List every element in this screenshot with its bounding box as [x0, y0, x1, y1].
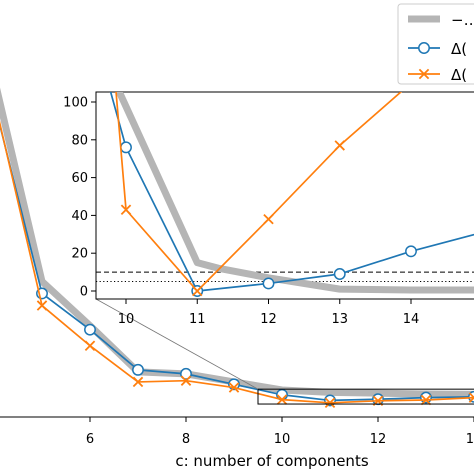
inset-series-2-point-4 — [334, 140, 345, 151]
inset-series-1-point-0 — [103, 78, 113, 88]
inset-series-1-point-4 — [333, 268, 346, 280]
inset-x-tick-label-0: 10 — [118, 312, 135, 327]
main-series-2-point-9 — [420, 394, 432, 406]
legend-label-0: −… — [451, 11, 474, 29]
zoom-rectangle — [257, 388, 474, 405]
legend-label-2: Δ( — [451, 66, 467, 84]
inset-plot: 0 20 40 60 80 100 10 11 12 13 14 — [63, 78, 474, 327]
inset-x-tick-label-2: 12 — [260, 312, 277, 327]
main-series-2-point-6 — [276, 394, 288, 405]
main-series-1-point-2 — [84, 323, 96, 336]
main-series-2-point-5 — [228, 382, 240, 393]
legend-marker-1 — [418, 42, 430, 54]
main-series-2-point-10 — [468, 392, 474, 403]
legend-marker-2 — [418, 68, 430, 80]
inset-series-2-point-2 — [192, 285, 203, 297]
x-tick-label-4: 14 — [466, 432, 474, 447]
inset-x-tick-label-1: 11 — [189, 312, 206, 327]
inset-y-tick-label-2: 40 — [71, 209, 88, 224]
inset-x-tick-label-4: 14 — [403, 312, 420, 327]
x-axis-label: c: number of components — [175, 452, 368, 470]
main-plot: 6 8 10 12 14 — [0, 87, 474, 447]
inset-series-1-point-3 — [262, 277, 275, 290]
main-series-2-point-3 — [132, 376, 144, 388]
inset-series-1-point-5 — [405, 245, 417, 258]
inset-y-tick-label-1: 20 — [71, 247, 88, 262]
main-series-1-point-4 — [180, 367, 192, 380]
main-series-1-point-3 — [132, 363, 144, 376]
inset-y-tick-label-5: 100 — [63, 96, 88, 111]
main-series-2-point-7 — [324, 397, 336, 409]
x-tick-label-1: 8 — [182, 432, 190, 447]
inset-series-2-line — [115, 92, 403, 292]
inset-x-tick-label-3: 13 — [331, 312, 348, 327]
inset-y-tick-label-0: 0 — [80, 285, 88, 300]
inset-series-2-point-1 — [120, 204, 132, 215]
legend-label-1: Δ( — [451, 40, 467, 58]
inset-series-2-markers — [111, 79, 345, 297]
zoom-connector-line — [95, 298, 259, 390]
inset-y-tick-label-4: 80 — [71, 133, 88, 148]
main-series-2-point-1 — [36, 300, 48, 311]
legend: −… Δ( Δ( — [397, 3, 474, 85]
x-tick-label-2: 10 — [274, 432, 291, 447]
main-series-2-point-2 — [84, 340, 96, 351]
x-tick-label-3: 12 — [370, 432, 387, 447]
legend-box — [397, 3, 474, 85]
main-series-2-point-4 — [180, 375, 192, 386]
main-series-0-line — [0, 87, 474, 398]
inset-frame — [95, 91, 474, 300]
inset-series-1-point-1 — [120, 141, 132, 154]
inset-y-tick-label-3: 60 — [71, 171, 88, 186]
main-series-1-point-8 — [372, 393, 384, 406]
inset-series-2-point-0 — [111, 79, 120, 88]
main-series-2-markers — [36, 300, 474, 409]
zoom-connectors — [95, 298, 259, 390]
inset-series-2-point-3 — [263, 213, 274, 225]
x-tick-label-0: 6 — [86, 432, 94, 447]
